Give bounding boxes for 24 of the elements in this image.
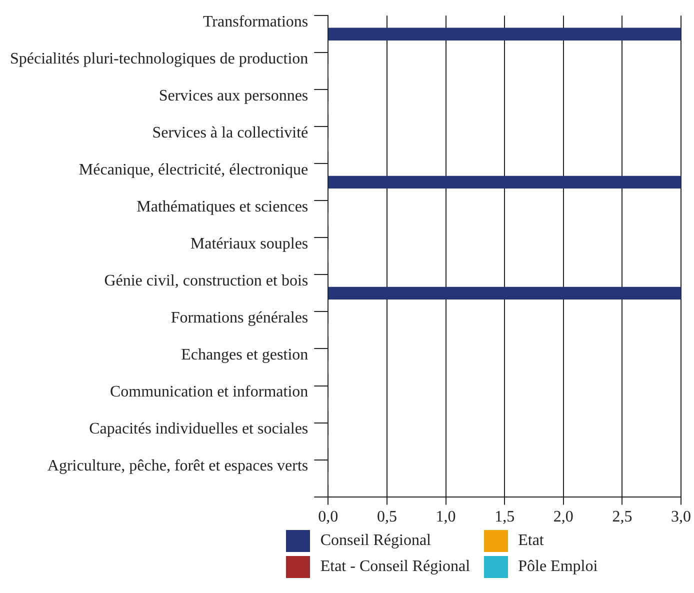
x-tick-label: 0,0 (318, 508, 338, 526)
x-tick-label: 1,5 (494, 508, 515, 526)
y-tick-label: Communication et information (110, 383, 308, 400)
x-tick-label: 2,5 (612, 508, 632, 526)
y-tick-label: Mécanique, électricité, électronique (78, 161, 308, 178)
y-tick-label: Matériaux souples (190, 235, 308, 252)
x-tick-label: 2,0 (553, 508, 574, 526)
y-tick-label: Echanges et gestion (181, 346, 308, 364)
y-tick-label: Formations générales (170, 309, 308, 326)
legend-label: Pôle Emploi (518, 558, 598, 576)
x-tick-label: 1,0 (436, 508, 456, 526)
y-tick-label: Services aux personnes (158, 87, 308, 104)
y-tick-label: Mathématiques et sciences (136, 198, 308, 216)
y-tick-label: Spécialités pluri-technologiques de production (10, 50, 308, 68)
legend-label: Conseil Régional (320, 532, 431, 550)
legend-label: Etat (518, 532, 544, 550)
x-tick-label: 0,5 (376, 508, 397, 526)
y-tick-label: Transformations (202, 13, 308, 30)
y-tick-label: Génie civil, construction et bois (104, 272, 308, 290)
y-tick-label: Capacités individuelles et sociales (89, 420, 308, 438)
y-tick-label: Services à la collectivité (152, 124, 308, 142)
legend-label: Etat - Conseil Régional (320, 558, 470, 576)
x-tick-label: 3,0 (671, 508, 691, 526)
y-tick-label: Agriculture, pêche, forêt et espaces verts (47, 457, 308, 474)
